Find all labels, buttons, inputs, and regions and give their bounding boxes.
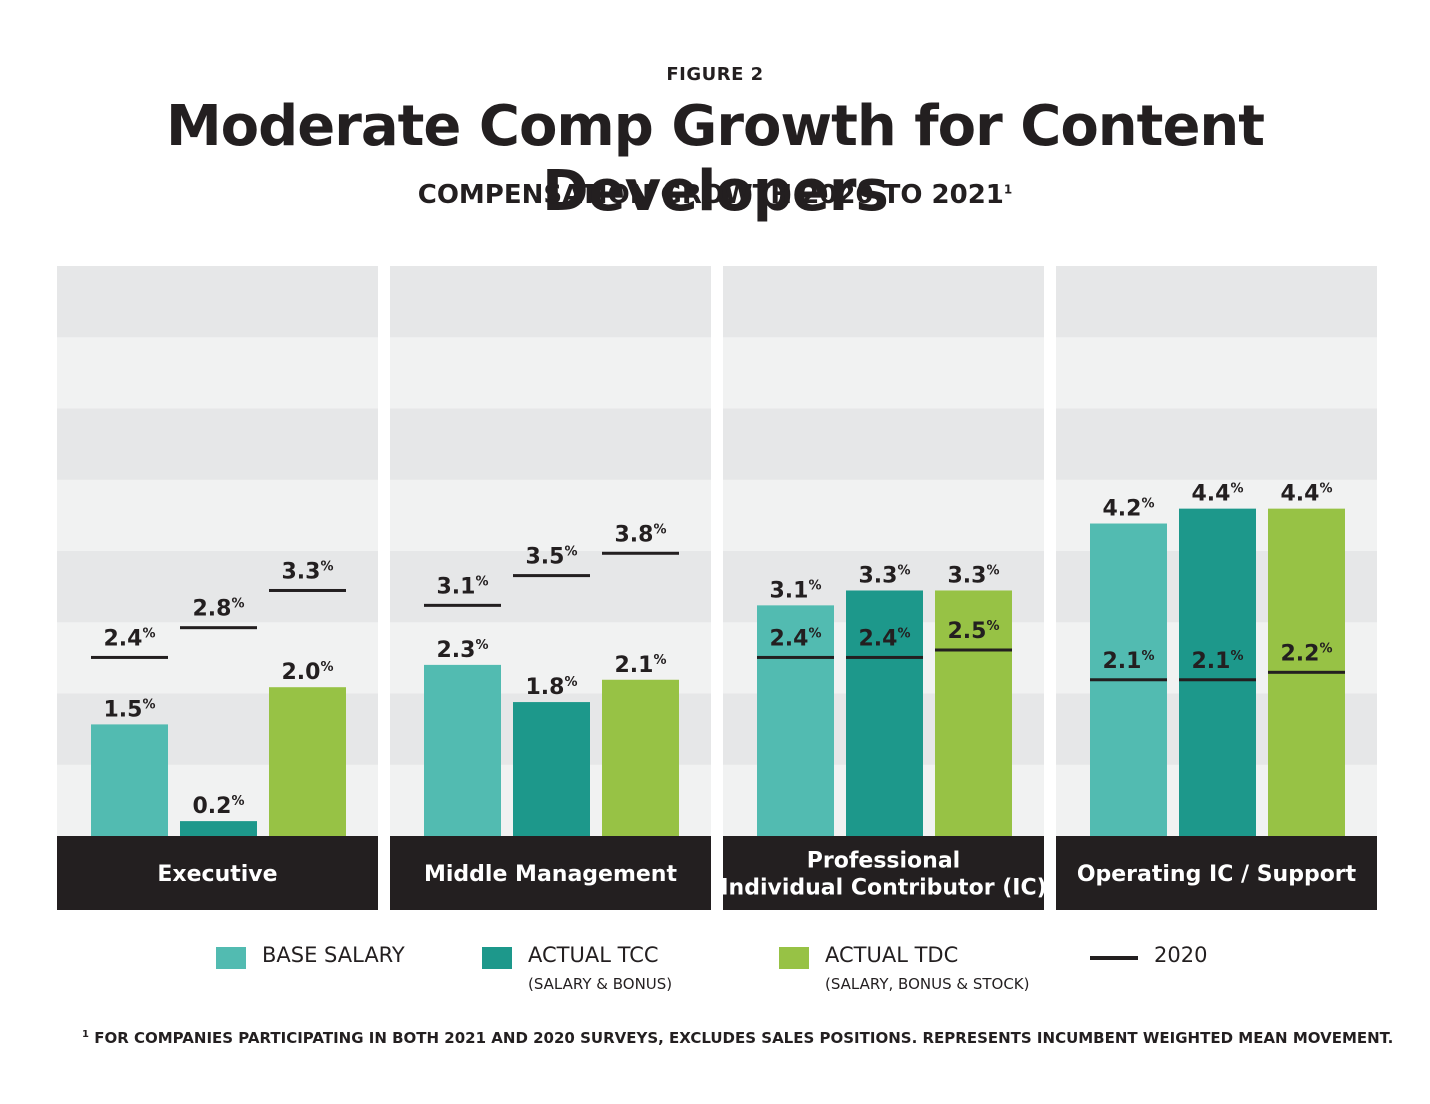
- line-2020-actual-tcc-middle-management: [513, 574, 590, 578]
- line-2020-actual-tcc-operating-ic-support: [1179, 678, 1256, 682]
- legend-label-actual-tdc: ACTUAL TDC: [825, 943, 959, 967]
- line-2020-actual-tdc-middle-management: [602, 551, 679, 555]
- category-label-professional-individual-contributor-ic: Professional: [807, 849, 960, 874]
- data-label-2020-actual-tcc-middle-management: 3.5%: [525, 545, 577, 570]
- subtitle-text: COMPENSATION GROWTH 2020 TO 2021: [417, 180, 1004, 210]
- grid-band: [723, 337, 1044, 409]
- grid-band: [723, 479, 1044, 552]
- data-label-base-salary-operating-ic-support: 4.2%: [1102, 497, 1154, 522]
- legend-swatch-base-salary: [216, 947, 246, 969]
- grid-band: [723, 266, 1044, 338]
- line-2020-actual-tcc-executive: [180, 626, 257, 630]
- grid-band: [723, 408, 1044, 481]
- data-label-2020-base-salary-executive: 2.4%: [103, 626, 155, 651]
- grid-band: [1056, 266, 1377, 338]
- grid-band: [1056, 337, 1377, 409]
- grid-band: [390, 479, 711, 552]
- grid-band: [57, 337, 378, 409]
- legend-line-2020: [1090, 956, 1138, 960]
- data-label-actual-tcc-executive: 0.2%: [192, 794, 244, 819]
- legend-sub-actual-tdc: (SALARY, BONUS & STOCK): [825, 975, 1030, 993]
- footnote-mark: 1: [82, 1029, 89, 1040]
- footnote: 1 FOR COMPANIES PARTICIPATING IN BOTH 20…: [82, 1029, 1393, 1047]
- data-label-2020-actual-tcc-executive: 2.8%: [192, 597, 244, 622]
- data-label-actual-tdc-professional-individual-contributor-ic: 3.3%: [947, 563, 999, 588]
- data-label-base-salary-executive: 1.5%: [103, 697, 155, 722]
- line-2020-base-salary-operating-ic-support: [1090, 678, 1167, 682]
- line-2020-actual-tdc-executive: [269, 588, 346, 592]
- data-label-actual-tdc-executive: 2.0%: [281, 660, 333, 685]
- data-label-base-salary-professional-individual-contributor-ic: 3.1%: [769, 578, 821, 603]
- grid-band: [57, 551, 378, 623]
- line-2020-actual-tdc-professional-individual-contributor-ic: [935, 648, 1012, 652]
- data-label-2020-actual-tcc-operating-ic-support: 2.1%: [1191, 649, 1243, 674]
- category-label-professional-individual-contributor-ic: Individual Contributor (IC): [720, 876, 1046, 901]
- grid-band: [1056, 408, 1377, 481]
- subtitle-footnote-mark: 1: [1003, 182, 1013, 197]
- bar-base-salary-middle-management: [424, 664, 501, 836]
- legend-label-base-salary: BASE SALARY: [262, 943, 405, 967]
- grid-band: [57, 479, 378, 552]
- data-label-2020-actual-tcc-professional-individual-contributor-ic: 2.4%: [858, 626, 910, 651]
- line-2020-base-salary-executive: [91, 655, 168, 659]
- footnote-text: FOR COMPANIES PARTICIPATING IN BOTH 2021…: [94, 1029, 1394, 1047]
- data-label-actual-tcc-professional-individual-contributor-ic: 3.3%: [858, 563, 910, 588]
- bar-chart: 1.5% 2.4% 0.2% 2.8% 2.0% 3.3% Executive 2.3% 3.1…: [57, 266, 1377, 910]
- data-label-2020-actual-tdc-executive: 3.3%: [281, 559, 333, 584]
- legend-label-actual-tcc: ACTUAL TCC: [528, 943, 659, 967]
- data-label-actual-tcc-operating-ic-support: 4.4%: [1191, 482, 1243, 507]
- data-label-actual-tdc-operating-ic-support: 4.4%: [1280, 482, 1332, 507]
- category-bar-executive: [57, 836, 378, 910]
- legend-label-2020: 2020: [1154, 943, 1208, 967]
- chart-subtitle: COMPENSATION GROWTH 2020 TO 20211: [0, 180, 1430, 210]
- category-label-middle-management: Middle Management: [424, 862, 677, 887]
- bar-actual-tcc-operating-ic-support: [1179, 508, 1256, 836]
- bar-actual-tcc-executive: [180, 821, 257, 836]
- data-label-2020-base-salary-professional-individual-contributor-ic: 2.4%: [769, 626, 821, 651]
- grid-band: [390, 337, 711, 409]
- line-2020-actual-tcc-professional-individual-contributor-ic: [846, 655, 923, 659]
- bar-actual-tcc-middle-management: [513, 702, 590, 836]
- bar-base-salary-executive: [91, 724, 168, 836]
- data-label-2020-base-salary-operating-ic-support: 2.1%: [1102, 649, 1154, 674]
- bar-base-salary-professional-individual-contributor-ic: [757, 605, 834, 836]
- line-2020-base-salary-professional-individual-contributor-ic: [757, 655, 834, 659]
- line-2020-base-salary-middle-management: [424, 603, 501, 607]
- bar-actual-tcc-professional-individual-contributor-ic: [846, 590, 923, 836]
- legend-swatch-actual-tdc: [779, 947, 809, 969]
- chart-legend: BASE SALARY ACTUAL TCC (SALARY & BONUS) …: [0, 943, 1430, 1003]
- data-label-2020-actual-tdc-operating-ic-support: 2.2%: [1280, 641, 1332, 666]
- category-bar-operating-ic-support: [1056, 836, 1377, 910]
- chart-title: Moderate Comp Growth for Content Develop…: [165, 94, 1265, 224]
- data-label-actual-tcc-middle-management: 1.8%: [525, 675, 577, 700]
- grid-band: [57, 408, 378, 481]
- legend-sub-actual-tcc: (SALARY & BONUS): [528, 975, 673, 993]
- data-label-2020-actual-tdc-middle-management: 3.8%: [614, 522, 666, 547]
- category-bar-professional-individual-contributor-ic: [723, 836, 1044, 910]
- data-label-base-salary-middle-management: 2.3%: [436, 638, 488, 663]
- grid-band: [390, 551, 711, 623]
- category-label-operating-ic-support: Operating IC / Support: [1077, 862, 1357, 887]
- legend-swatch-actual-tcc: [482, 947, 512, 969]
- line-2020-actual-tdc-operating-ic-support: [1268, 670, 1345, 674]
- category-label-executive: Executive: [157, 862, 277, 887]
- bar-actual-tdc-executive: [269, 687, 346, 836]
- bar-actual-tdc-professional-individual-contributor-ic: [935, 590, 1012, 836]
- category-bar-middle-management: [390, 836, 711, 910]
- figure-label: FIGURE 2: [666, 64, 764, 85]
- grid-band: [390, 408, 711, 481]
- grid-band: [390, 266, 711, 338]
- data-label-actual-tdc-middle-management: 2.1%: [614, 653, 666, 678]
- bar-actual-tdc-middle-management: [602, 679, 679, 836]
- data-label-2020-actual-tdc-professional-individual-contributor-ic: 2.5%: [947, 619, 999, 644]
- data-label-2020-base-salary-middle-management: 3.1%: [436, 574, 488, 599]
- grid-band: [57, 266, 378, 338]
